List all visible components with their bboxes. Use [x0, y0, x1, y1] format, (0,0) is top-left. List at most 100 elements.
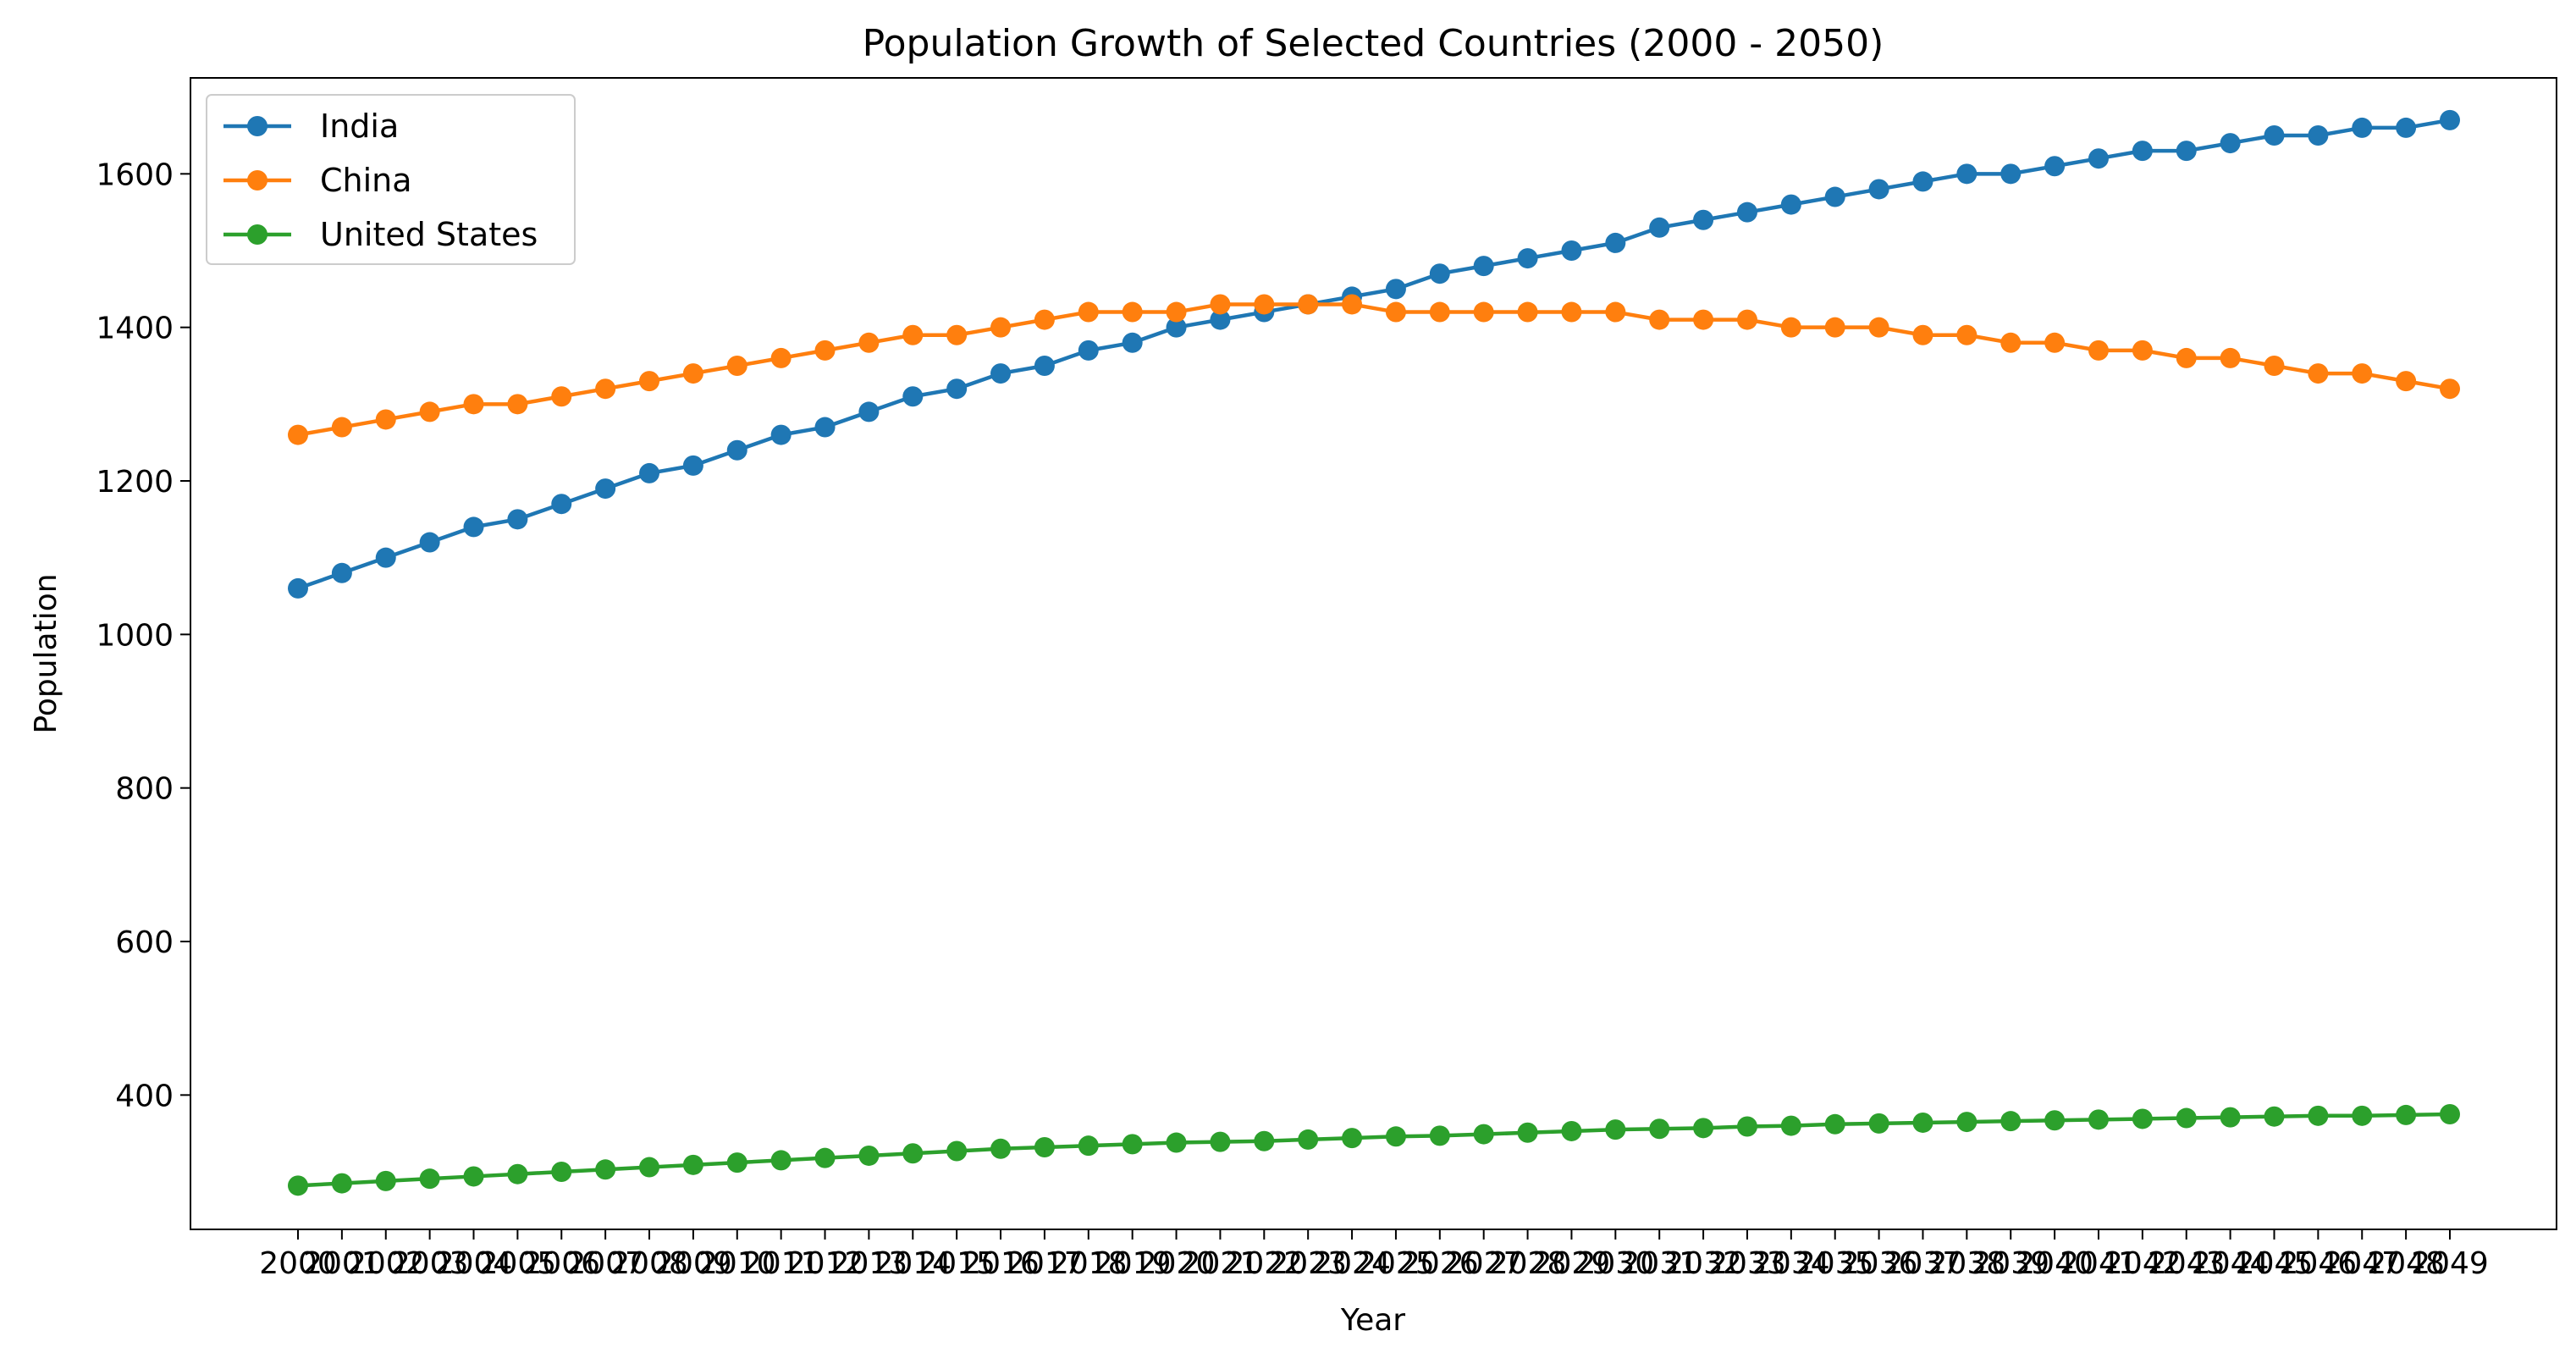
data-point [1122, 1134, 1143, 1155]
data-point [419, 532, 440, 553]
data-point [2132, 141, 2153, 162]
data-point [2044, 332, 2066, 353]
data-point [770, 347, 792, 368]
data-point [595, 1159, 616, 1180]
x-axis: 2000200120022003200420052006200720082009… [259, 1229, 2489, 1281]
legend-label: China [320, 162, 412, 199]
data-point [2396, 371, 2417, 392]
data-point [2044, 156, 2066, 177]
data-point [2000, 1111, 2022, 1132]
data-point [1868, 317, 1889, 338]
data-point [1429, 263, 1450, 284]
data-point [2440, 378, 2460, 400]
y-tick-label: 1400 [96, 312, 174, 346]
data-point [1780, 194, 1801, 215]
data-point [1561, 240, 1582, 261]
data-point [375, 1170, 396, 1191]
data-point [1166, 317, 1187, 338]
data-point [1385, 1126, 1406, 1147]
data-point [1517, 248, 1538, 269]
data-point [2176, 1107, 2197, 1129]
data-point [507, 394, 528, 415]
data-point [1736, 202, 1757, 223]
x-tick-label: 2007 [566, 1246, 644, 1281]
data-point [1736, 309, 1757, 330]
data-point [2220, 133, 2241, 154]
x-tick-label: 2045 [2236, 1246, 2314, 1281]
data-point [946, 324, 968, 345]
data-point [1342, 1128, 1363, 1149]
data-point [1473, 301, 1494, 323]
data-point [726, 1152, 747, 1173]
data-point [1780, 317, 1801, 338]
data-point [1824, 317, 1845, 338]
data-point [2220, 347, 2241, 368]
data-point [2308, 125, 2329, 146]
x-tick-label: 2020 [1138, 1246, 1216, 1281]
data-point [551, 494, 572, 515]
x-tick-label: 2019 [1094, 1246, 1172, 1281]
data-point [1034, 309, 1055, 330]
x-tick-label: 2009 [654, 1246, 732, 1281]
data-point [331, 1173, 352, 1194]
y-tick-label: 800 [115, 772, 174, 807]
y-tick-label: 1200 [96, 465, 174, 500]
data-point [682, 363, 703, 384]
legend-item: China [223, 162, 412, 199]
data-point [1078, 1135, 1099, 1157]
x-tick-label: 2041 [2060, 1246, 2137, 1281]
legend-marker [247, 170, 268, 191]
x-tick-label: 2016 [962, 1246, 1040, 1281]
x-axis-label: Year [1340, 1303, 1405, 1338]
x-tick-label: 2039 [1972, 1246, 2049, 1281]
x-tick-label: 2043 [2148, 1246, 2226, 1281]
x-tick-label: 2004 [435, 1246, 513, 1281]
data-point [1956, 324, 1978, 345]
data-point [2132, 1108, 2153, 1129]
data-point [1517, 301, 1538, 323]
legend-label: United States [320, 216, 538, 253]
data-point [990, 1138, 1012, 1159]
x-tick-label: 2037 [1884, 1246, 1962, 1281]
data-point [1473, 1124, 1494, 1145]
data-point [1649, 217, 1670, 238]
data-point [507, 1163, 528, 1185]
x-tick-label: 2034 [1752, 1246, 1830, 1281]
x-tick-label: 2029 [1533, 1246, 1611, 1281]
data-point [551, 1162, 572, 1182]
data-point [1034, 356, 1055, 376]
data-point [1649, 309, 1670, 330]
data-point [2176, 347, 2197, 368]
y-tick-label: 400 [115, 1079, 174, 1113]
data-point [2396, 117, 2417, 138]
x-tick-label: 2038 [1928, 1246, 2006, 1281]
x-tick-label: 2011 [742, 1246, 820, 1281]
x-tick-label: 2036 [1840, 1246, 1918, 1281]
data-point [1122, 332, 1143, 353]
data-point [1210, 294, 1231, 315]
x-tick-label: 2030 [1577, 1246, 1655, 1281]
x-tick-label: 2044 [2192, 1246, 2270, 1281]
data-point [507, 509, 528, 530]
legend-label: India [320, 108, 399, 145]
data-point [551, 386, 572, 407]
data-point [1429, 1125, 1450, 1146]
x-tick-label: 2031 [1620, 1246, 1698, 1281]
data-point [2440, 109, 2460, 130]
x-tick-label: 2017 [1006, 1246, 1084, 1281]
x-tick-label: 2002 [347, 1246, 425, 1281]
data-point [2264, 356, 2285, 376]
x-tick-label: 2048 [2367, 1246, 2445, 1281]
data-point [2000, 332, 2022, 353]
x-tick-label: 2035 [1796, 1246, 1874, 1281]
data-point [1078, 301, 1099, 323]
data-point [682, 1154, 703, 1175]
legend: India China United States [206, 94, 576, 265]
data-point [639, 371, 660, 392]
x-tick-label: 2010 [698, 1246, 776, 1281]
data-point [990, 363, 1012, 384]
data-point [2044, 1110, 2066, 1131]
data-point [1254, 1130, 1275, 1151]
data-point [1693, 309, 1714, 330]
data-point [2396, 1104, 2417, 1125]
